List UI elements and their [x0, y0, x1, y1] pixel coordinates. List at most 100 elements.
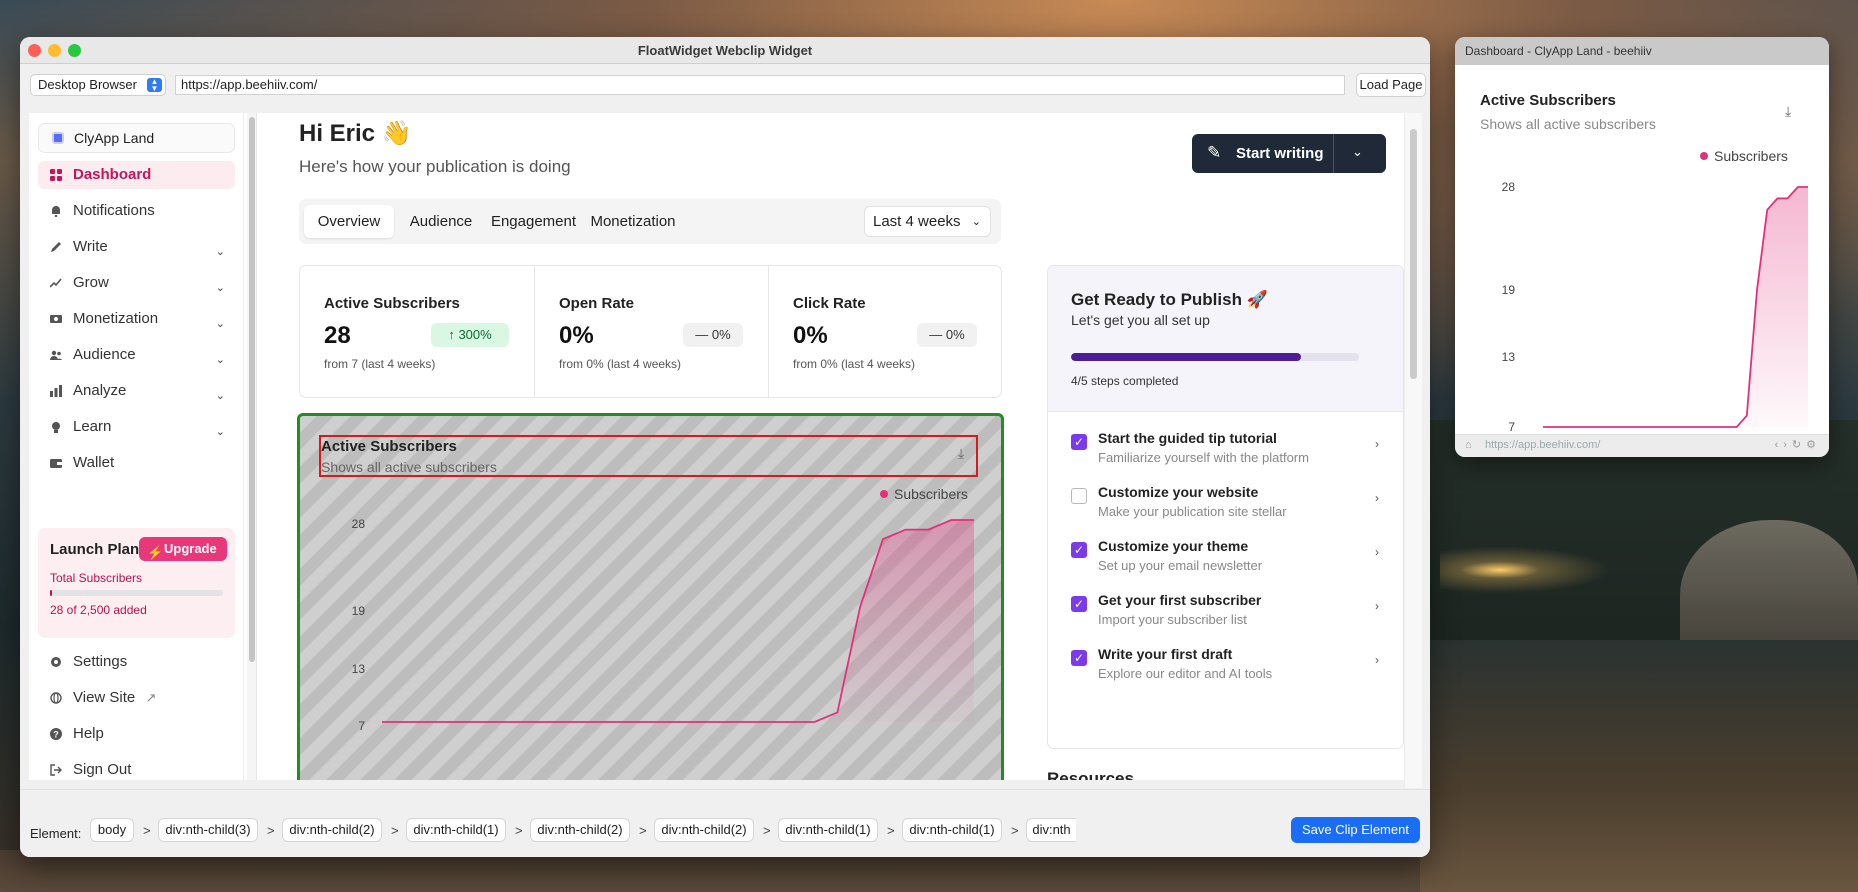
selected-element-outline — [319, 435, 978, 477]
sidebar-item-write[interactable]: Write ⌄ — [38, 233, 235, 261]
start-writing-button[interactable]: ✎ Start writing ⌄ — [1192, 134, 1386, 173]
page-title: Hi Eric 👋 — [299, 120, 412, 147]
checklist-item[interactable]: ✓ Customize your theme Set up your email n… — [1048, 520, 1403, 584]
element-crumb[interactable]: div:nth-child(2) — [282, 818, 382, 842]
arrow-up-icon: ↑ — [448, 327, 459, 342]
external-link-icon: ↗ — [145, 690, 157, 705]
sidebar-scrollbar[interactable] — [247, 113, 257, 788]
date-range-select[interactable]: Last 4 weeks ⌄ — [864, 206, 991, 237]
breadcrumb-separator: > — [1011, 823, 1019, 838]
home-icon[interactable]: ⌂ — [1465, 439, 1472, 451]
updown-chevron-icon: ▲ ▼ — [147, 78, 162, 93]
dash-icon: — — [929, 327, 946, 342]
checklist-item-title: Start the guided tip tutorial — [1098, 430, 1277, 446]
sidebar-item-audience[interactable]: Audience ⌄ — [38, 341, 235, 369]
checklist-item[interactable]: ✓ Start the guided tip tutorial Familiariz… — [1048, 412, 1403, 476]
url-input[interactable]: https://app.beehiiv.com/ — [175, 75, 1345, 95]
tab-monetization[interactable]: Monetization — [590, 213, 676, 230]
steps-progress-fill — [1071, 353, 1302, 361]
element-crumb[interactable]: div:nth-child(2) — [654, 818, 754, 842]
sidebar-item-sign-out[interactable]: Sign Out — [38, 756, 235, 784]
chevron-right-icon: › — [1375, 599, 1379, 613]
gear-icon — [51, 657, 61, 667]
sidebar-scroll-thumb[interactable] — [249, 117, 255, 662]
preview-footer: ⌂ https://app.beehiiv.com/ ‹›↻⚙ — [1455, 434, 1829, 457]
y-tick: 19 — [351, 604, 365, 618]
series-area — [1543, 187, 1808, 427]
active-subscribers-chart-card[interactable]: Active Subscribers Shows all active subs… — [297, 413, 1004, 788]
sidebar: ClyApp Land Dashboard Notifications Writ… — [29, 113, 244, 788]
checkbox[interactable]: ✓ — [1071, 596, 1087, 612]
breadcrumb-separator: > — [639, 823, 647, 838]
download-icon[interactable]: ⤓ — [958, 445, 965, 461]
browser-mode-select[interactable]: Desktop Browser ▲ ▼ — [30, 74, 166, 96]
checklist-item-subtitle: Familiarize yourself with the platform — [1098, 450, 1309, 465]
breadcrumb-separator: > — [143, 823, 151, 838]
load-page-button[interactable]: Load Page — [1356, 73, 1426, 97]
checklist-item[interactable]: ✓ Get your first subscriber Import your su… — [1048, 574, 1403, 638]
bell-icon — [52, 206, 60, 217]
sidebar-item-learn[interactable]: Learn ⌄ — [38, 413, 235, 441]
checkbox[interactable]: ✓ — [1071, 650, 1087, 666]
checkbox[interactable]: ✓ — [1071, 434, 1087, 450]
element-crumb[interactable]: div:nth — [1026, 818, 1076, 842]
y-tick: 28 — [1501, 180, 1515, 194]
checklist-item[interactable]: Customize your website Make your publicat… — [1048, 466, 1403, 530]
horizontal-scrollbar[interactable] — [29, 780, 1404, 788]
chevron-down-icon: ⌄ — [215, 354, 225, 366]
main-scrollbar[interactable] — [1404, 113, 1422, 788]
element-crumb[interactable]: div:nth-child(1) — [902, 818, 1002, 842]
tab-audience[interactable]: Audience — [409, 213, 473, 230]
checklist-item[interactable]: ✓ Write your first draft Explore our edito… — [1048, 628, 1403, 692]
checkbox[interactable]: ✓ — [1071, 542, 1087, 558]
url-bar: Desktop Browser ▲ ▼ https://app.beehiiv.c… — [20, 64, 1430, 104]
trend-icon — [50, 278, 62, 288]
main-scroll-thumb[interactable] — [1410, 129, 1417, 379]
breadcrumb-separator: > — [887, 823, 895, 838]
dash-icon: — — [695, 327, 712, 342]
sidebar-item-label: Grow — [73, 274, 109, 291]
sidebar-item-monetization[interactable]: Monetization ⌄ — [38, 305, 235, 333]
checklist-item-title: Get your first subscriber — [1098, 592, 1262, 608]
sidebar-item-view-site[interactable]: View Site ↗ — [38, 684, 235, 712]
breadcrumb-separator: > — [391, 823, 399, 838]
element-crumb[interactable]: body — [90, 818, 134, 842]
element-crumb[interactable]: div:nth-child(1) — [778, 818, 878, 842]
sidebar-item-help[interactable]: ? Help — [38, 720, 235, 748]
chevron-down-icon: ⌄ — [971, 216, 981, 228]
y-tick: 7 — [1508, 420, 1515, 434]
close-window-button[interactable] — [28, 44, 41, 57]
sidebar-item-settings[interactable]: Settings — [38, 648, 235, 676]
sidebar-item-label: Notifications — [73, 202, 155, 219]
minimize-window-button[interactable] — [48, 44, 61, 57]
get-ready-header: Get Ready to Publish 🚀 Let's get you all… — [1048, 266, 1403, 412]
zoom-window-button[interactable] — [68, 44, 81, 57]
chevron-down-icon: ⌄ — [215, 282, 225, 294]
upgrade-label: Upgrade — [164, 541, 217, 556]
element-crumb[interactable]: div:nth-child(1) — [406, 818, 506, 842]
sidebar-item-label: Write — [73, 238, 108, 255]
stat-value: 0% — [559, 322, 594, 349]
sidebar-item-notifications[interactable]: Notifications — [38, 197, 235, 225]
stats-row: Active Subscribers 28 ↑ 300% from 7 (las… — [299, 265, 1002, 398]
chevron-down-icon[interactable]: ⌄ — [1352, 144, 1363, 159]
chevron-down-icon: ⌄ — [215, 426, 225, 438]
checkbox[interactable] — [1071, 488, 1087, 504]
sidebar-item-dashboard[interactable]: Dashboard — [38, 161, 235, 189]
sidebar-item-grow[interactable]: Grow ⌄ — [38, 269, 235, 297]
tab-overview[interactable]: Overview — [304, 205, 394, 238]
tab-engagement[interactable]: Engagement — [490, 213, 577, 230]
globe-icon — [50, 692, 62, 704]
sidebar-item-wallet[interactable]: Wallet — [38, 449, 235, 477]
save-clip-element-button[interactable]: Save Clip Element — [1291, 817, 1420, 843]
element-crumb[interactable]: div:nth-child(2) — [530, 818, 630, 842]
element-crumb[interactable]: div:nth-child(3) — [158, 818, 258, 842]
sidebar-item-analyze[interactable]: Analyze ⌄ — [38, 377, 235, 405]
download-icon[interactable]: ⤓ — [1785, 103, 1792, 119]
breadcrumb-separator: > — [267, 823, 275, 838]
sidebar-item-label: Analyze — [73, 382, 127, 399]
workspace-switcher[interactable]: ClyApp Land — [38, 123, 235, 153]
chevron-down-icon: ⌄ — [215, 318, 225, 330]
upgrade-button[interactable]: ⚡ Upgrade — [139, 537, 227, 561]
preview-controls[interactable]: ‹›↻⚙ — [1774, 439, 1821, 451]
